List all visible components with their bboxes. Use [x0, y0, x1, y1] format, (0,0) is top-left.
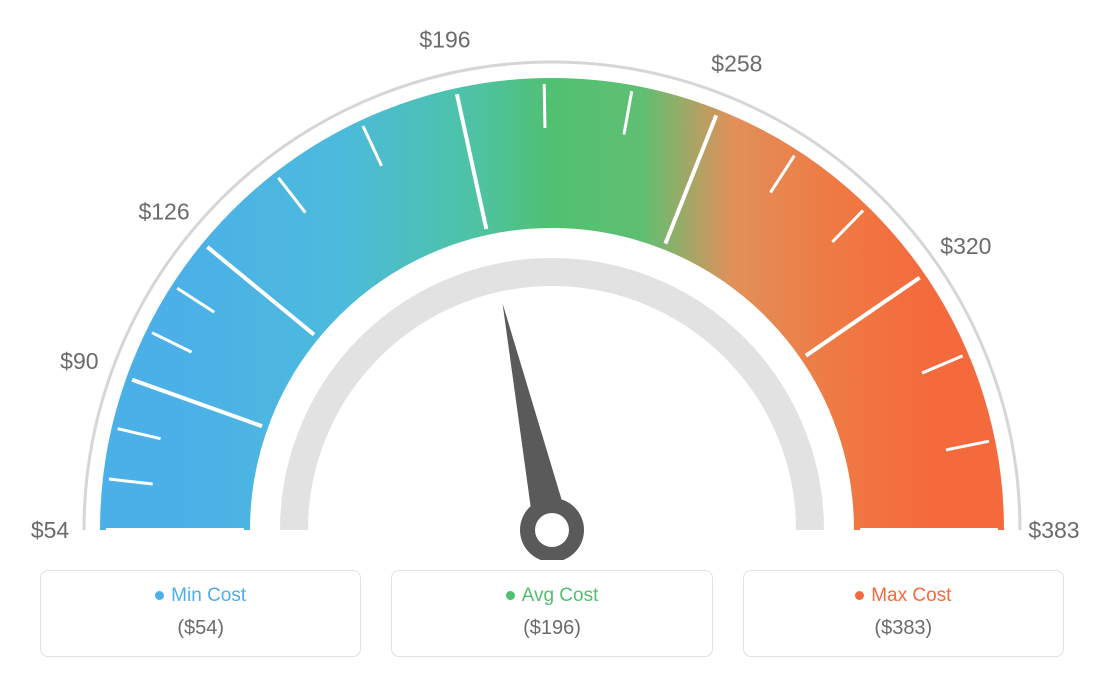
dot-icon	[855, 591, 864, 600]
svg-text:$54: $54	[31, 517, 70, 543]
svg-text:$196: $196	[419, 27, 470, 53]
svg-text:$320: $320	[940, 233, 991, 259]
legend-value-avg: ($196)	[392, 617, 711, 640]
legend-label-min: Min Cost	[171, 585, 246, 606]
legend-label-max: Max Cost	[871, 585, 951, 606]
legend-card-max: Max Cost ($383)	[743, 570, 1064, 657]
dot-icon	[506, 591, 515, 600]
legend-title-avg: Avg Cost	[392, 585, 711, 607]
dot-icon	[155, 591, 164, 600]
legend-card-avg: Avg Cost ($196)	[391, 570, 712, 657]
legend-label-avg: Avg Cost	[522, 585, 599, 606]
svg-text:$258: $258	[711, 50, 762, 76]
legend-value-min: ($54)	[41, 617, 360, 640]
cost-gauge-chart: $54 $90 $126 $196 $258 $320 $383	[0, 0, 1104, 560]
svg-text:$126: $126	[138, 198, 189, 224]
legend-card-min: Min Cost ($54)	[40, 570, 361, 657]
svg-text:$383: $383	[1028, 517, 1079, 543]
legend-title-min: Min Cost	[41, 585, 360, 607]
legend-value-max: ($383)	[744, 617, 1063, 640]
gauge-svg: $54 $90 $126 $196 $258 $320 $383	[0, 0, 1104, 560]
legend-title-max: Max Cost	[744, 585, 1063, 607]
svg-text:$90: $90	[60, 348, 98, 374]
legend-row: Min Cost ($54) Avg Cost ($196) Max Cost …	[0, 570, 1104, 657]
